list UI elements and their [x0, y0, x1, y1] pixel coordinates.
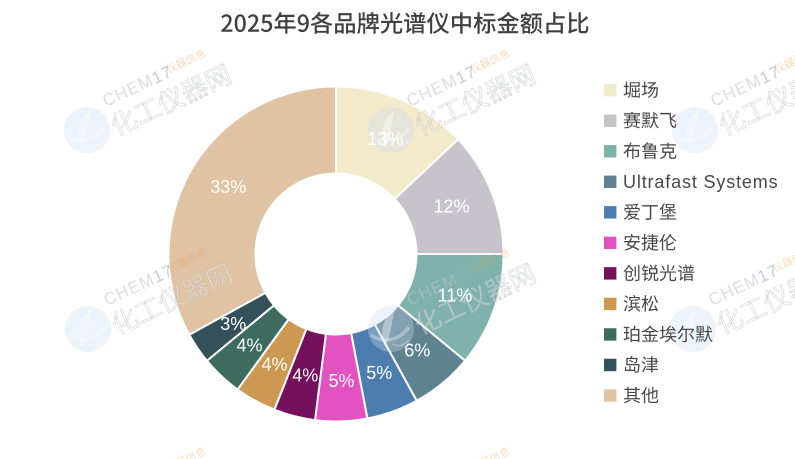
svg-text:Ultrafast Systems: Ultrafast Systems [623, 172, 778, 192]
svg-text:5%: 5% [328, 371, 354, 391]
svg-text:3%: 3% [220, 314, 246, 334]
svg-text:4%: 4% [292, 366, 318, 386]
svg-text:4%: 4% [261, 355, 287, 375]
svg-text:12%: 12% [433, 196, 469, 216]
svg-text:11%: 11% [438, 285, 473, 305]
svg-text:6%: 6% [404, 341, 430, 361]
svg-text:4%: 4% [236, 336, 262, 356]
svg-text:5%: 5% [366, 363, 392, 383]
svg-text:13%: 13% [367, 129, 403, 149]
svg-text:33%: 33% [210, 177, 246, 197]
